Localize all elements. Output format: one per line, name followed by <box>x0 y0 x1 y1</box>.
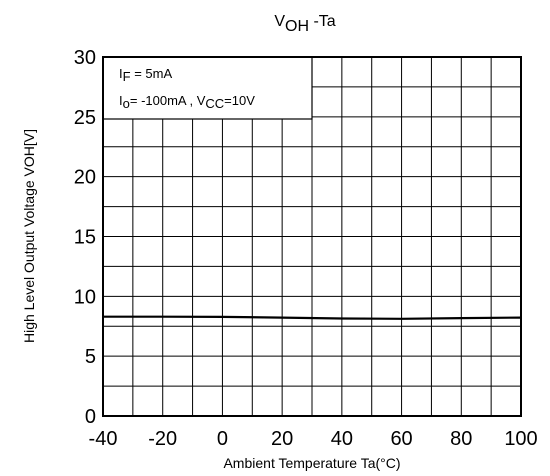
chart-title-main: V <box>274 13 285 30</box>
x-tick-label: 60 <box>390 428 412 450</box>
chart-title-rest: -Ta <box>309 13 336 30</box>
y-tick-labels: 0 5 10 15 20 25 30 <box>74 47 96 428</box>
chart-title-sub: OH <box>285 18 309 35</box>
y-tick-label: 20 <box>74 167 96 189</box>
y-axis-label: High Level Output Voltage VOH[V] <box>21 129 37 343</box>
x-tick-label: 0 <box>217 428 228 450</box>
y-tick-label: 25 <box>74 107 96 129</box>
y-tick-label: 30 <box>74 47 96 69</box>
x-axis-label: Ambient Temperature Ta(°C) <box>223 455 400 471</box>
y-tick-label: 15 <box>74 227 96 249</box>
plot-frame <box>102 56 522 417</box>
x-tick-label: -40 <box>89 428 118 450</box>
y-tick-label: 0 <box>85 406 96 428</box>
x-tick-labels: -40 -20 0 20 40 60 80 100 <box>89 428 538 450</box>
legend-1-a-sub: F <box>123 69 131 84</box>
legend-1-a: I <box>119 66 123 81</box>
chart-title: VOH -Ta <box>274 13 335 35</box>
x-tick-label: -20 <box>148 428 177 450</box>
legend-1-b: = 5mA <box>131 66 173 81</box>
legend: IF = 5mA Io= -100mA , VCC=10V <box>102 56 313 120</box>
series-layer <box>103 315 522 320</box>
legend-line-1: IF = 5mA <box>119 66 172 84</box>
legend-line-2: Io= -100mA , VCC=10V <box>119 93 255 111</box>
x-tick-label: 20 <box>271 428 293 450</box>
x-tick-label: 100 <box>504 428 537 450</box>
legend-2-a-sub: o <box>123 96 130 111</box>
legend-2-b-sub: CC <box>205 96 224 111</box>
x-tick-label: 80 <box>450 428 472 450</box>
x-tick-label: 40 <box>331 428 353 450</box>
y-tick-label: 5 <box>85 346 96 368</box>
legend-2-c: =10V <box>224 93 255 108</box>
legend-2-a: I <box>119 93 123 108</box>
y-tick-label: 10 <box>74 286 96 308</box>
legend-box <box>102 56 313 120</box>
series-line-1 <box>103 315 522 320</box>
legend-2-b: = -100mA , V <box>130 93 206 108</box>
